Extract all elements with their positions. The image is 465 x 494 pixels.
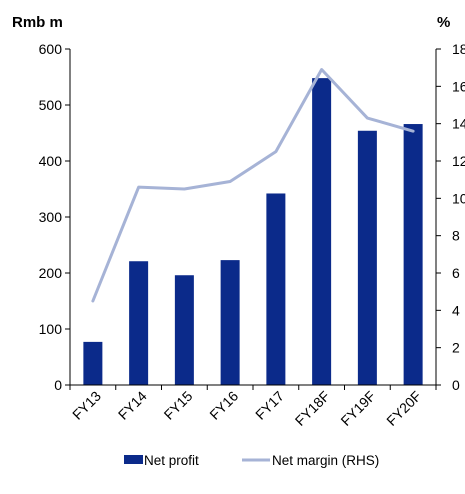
bar-fy18f bbox=[312, 78, 332, 386]
bar-fy17 bbox=[266, 193, 286, 385]
legend-net-profit-swatch bbox=[124, 455, 143, 464]
left-tick-label: 300 bbox=[39, 209, 63, 225]
left-tick-label: 400 bbox=[39, 153, 63, 169]
left-tick-label: 500 bbox=[39, 97, 63, 113]
net-margin-line bbox=[91, 68, 415, 303]
bar-fy15 bbox=[174, 275, 194, 385]
x-axis-ticks: FY13 FY14 FY15 FY16 FY17 FY18F FY19F FY20F bbox=[69, 385, 437, 429]
x-tick-label: FY16 bbox=[206, 388, 241, 423]
legend: Net profit Net margin (RHS) bbox=[124, 453, 379, 468]
x-tick-label: FY18F bbox=[292, 388, 333, 429]
bar-fy19f bbox=[357, 130, 377, 385]
right-tick-label: 14 bbox=[452, 116, 465, 132]
net-profit-bars bbox=[83, 78, 423, 386]
right-axis-ticks: 0 2 4 6 8 10 12 14 16 18 bbox=[436, 41, 465, 393]
right-tick-label: 0 bbox=[452, 377, 460, 393]
x-tick-label: FY19F bbox=[337, 388, 378, 429]
legend-net-margin-label: Net margin (RHS) bbox=[272, 453, 379, 468]
bar-fy20f bbox=[403, 124, 423, 385]
left-tick-label: 0 bbox=[54, 377, 62, 393]
right-tick-label: 4 bbox=[452, 302, 460, 318]
left-tick-label: 100 bbox=[39, 321, 63, 337]
right-tick-label: 12 bbox=[452, 153, 465, 169]
right-axis-title: % bbox=[437, 14, 450, 31]
left-tick-label: 200 bbox=[39, 265, 63, 281]
x-tick-label: FY20F bbox=[383, 388, 424, 429]
x-tick-label: FY17 bbox=[252, 388, 287, 423]
legend-net-profit-label: Net profit bbox=[144, 453, 199, 468]
right-tick-label: 16 bbox=[452, 78, 465, 94]
right-tick-label: 10 bbox=[452, 190, 465, 206]
right-tick-label: 18 bbox=[452, 41, 465, 57]
left-tick-label: 600 bbox=[39, 41, 63, 57]
right-tick-label: 8 bbox=[452, 228, 460, 244]
bar-fy14 bbox=[129, 261, 149, 385]
right-tick-label: 6 bbox=[452, 265, 460, 281]
left-axis-title: Rmb m bbox=[12, 14, 63, 31]
bar-fy13 bbox=[83, 341, 103, 385]
right-tick-label: 2 bbox=[452, 340, 460, 356]
x-tick-label: FY13 bbox=[69, 388, 104, 423]
x-tick-label: FY15 bbox=[161, 388, 196, 423]
bar-fy16 bbox=[220, 260, 240, 385]
x-tick-label: FY14 bbox=[115, 388, 150, 423]
left-axis-ticks: 0 100 200 300 400 500 600 bbox=[39, 41, 70, 393]
